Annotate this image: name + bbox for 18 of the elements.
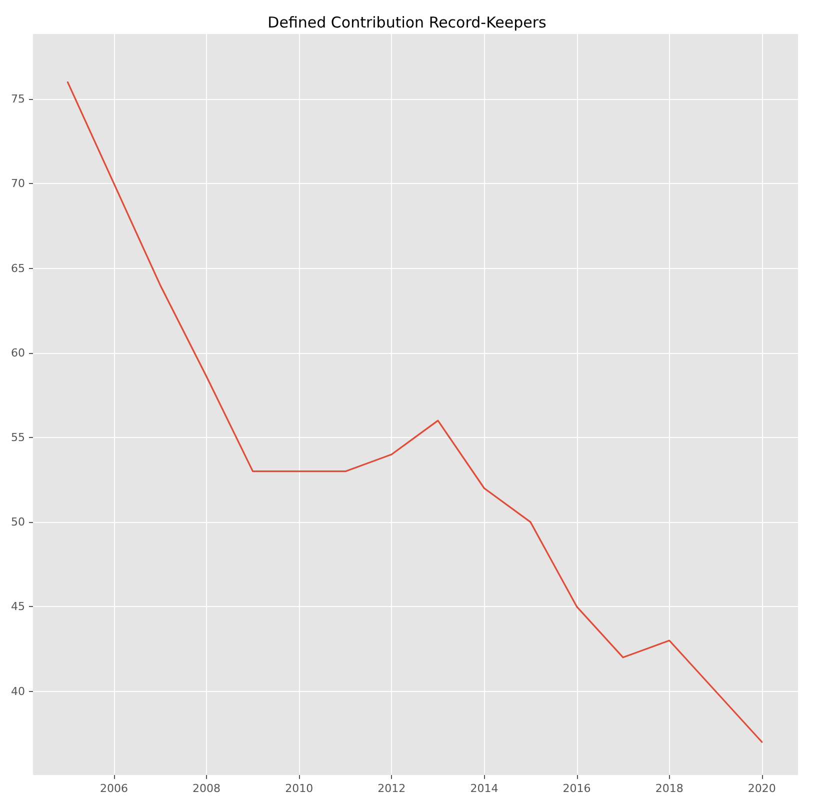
line-series <box>66 81 763 743</box>
x-tick-label: 2020 <box>748 782 776 795</box>
x-tick-label: 2018 <box>655 782 684 795</box>
x-tick-label: 2012 <box>378 782 406 795</box>
x-tick-label: 2016 <box>562 782 591 795</box>
chart-title: Defined Contribution Record-Keepers <box>268 14 547 32</box>
y-tick-label: 45 <box>10 600 25 614</box>
y-tick-label: 55 <box>10 430 25 444</box>
y-tick-label: 65 <box>10 262 25 275</box>
x-tick-label: 2006 <box>100 782 128 795</box>
y-tick-label: 40 <box>10 684 25 698</box>
x-tick-label: 2008 <box>192 782 221 795</box>
y-tick-label: 60 <box>10 346 25 360</box>
x-tick-label: 2014 <box>470 782 498 795</box>
y-tick-label: 75 <box>10 92 25 106</box>
y-tick-label: 50 <box>10 516 25 529</box>
y-tick-label: 70 <box>10 177 25 190</box>
x-tick-label: 2010 <box>285 782 314 795</box>
